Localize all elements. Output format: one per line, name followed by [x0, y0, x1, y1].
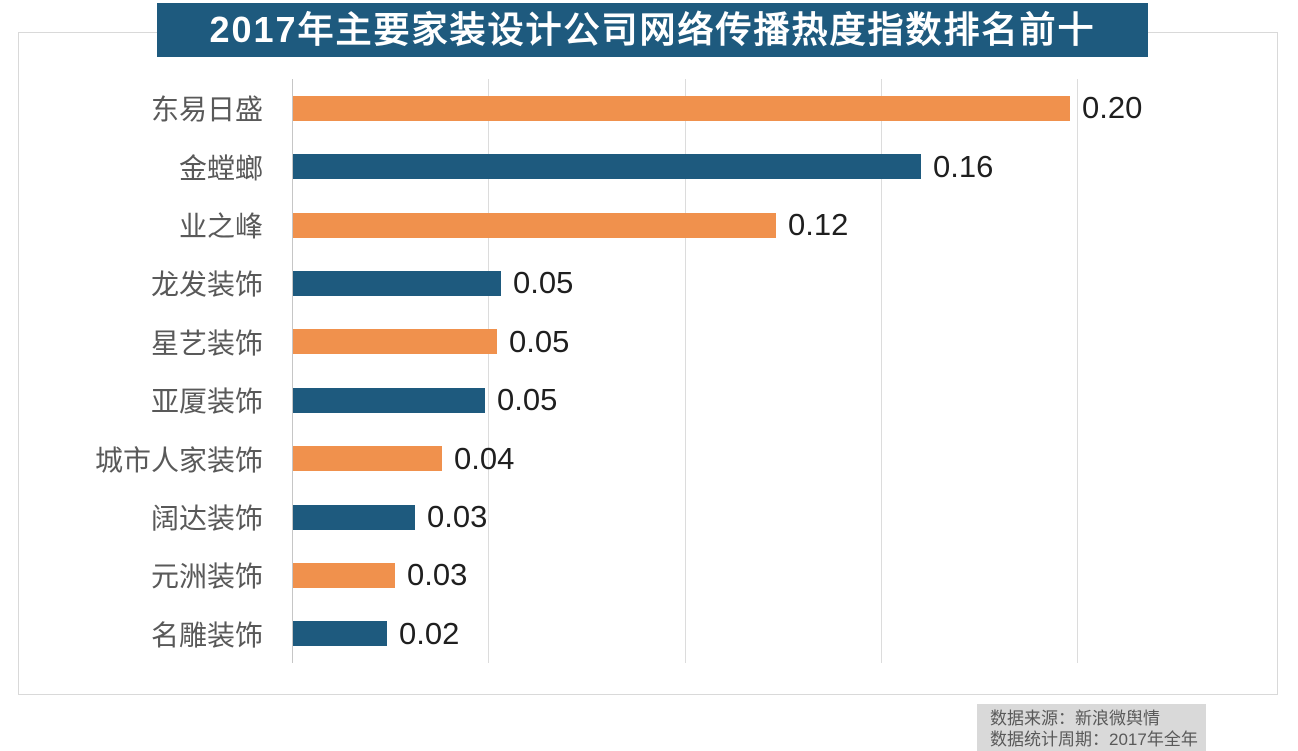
category-label: 元洲装饰 — [150, 561, 263, 593]
chart-row: 业之峰 0.12 — [19, 196, 1277, 254]
chart-row: 东易日盛 0.20 — [19, 79, 1277, 137]
category-label: 东易日盛 — [150, 94, 263, 126]
bar — [293, 446, 442, 472]
bar — [293, 562, 395, 588]
value-label: 0.16 — [933, 148, 994, 184]
category-label: 城市人家装饰 — [94, 444, 263, 476]
value-label: 0.04 — [454, 440, 515, 476]
bar — [293, 154, 921, 180]
value-label: 0.05 — [497, 382, 558, 418]
category-label: 星艺装饰 — [150, 327, 263, 359]
chart-row: 亚厦装饰 0.05 — [19, 371, 1277, 429]
bar — [293, 621, 387, 647]
gridline — [881, 79, 882, 663]
bar — [293, 504, 415, 530]
category-label: 龙发装饰 — [150, 269, 263, 301]
bar — [293, 95, 1070, 121]
chart-row: 阔达装饰 0.03 — [19, 488, 1277, 546]
chart-container: 东易日盛 0.20 金螳螂 0.16 业之峰 0.12 龙发装饰 0.05 星艺装饰 0.05 亚厦… — [18, 32, 1278, 751]
plot-area: 东易日盛 0.20 金螳螂 0.16 业之峰 0.12 龙发装饰 0.05 星艺装饰 0.05 亚厦… — [19, 79, 1277, 663]
y-axis-line — [292, 79, 293, 663]
chart-title: 2017年主要家装设计公司网络传播热度指数排名前十 — [157, 3, 1148, 57]
value-label: 0.05 — [513, 265, 574, 301]
value-label: 0.05 — [509, 323, 570, 359]
bar-rows: 东易日盛 0.20 金螳螂 0.16 业之峰 0.12 龙发装饰 0.05 星艺装饰 0.05 亚厦… — [19, 79, 1277, 663]
chart-row: 金螳螂 0.16 — [19, 137, 1277, 195]
bar — [293, 387, 485, 413]
chart-row: 元洲装饰 0.03 — [19, 546, 1277, 604]
category-label: 业之峰 — [178, 211, 263, 243]
source-note: 数据来源：新浪微舆情 数据统计周期：2017年全年 — [977, 704, 1206, 751]
chart-page: 东易日盛 0.20 金螳螂 0.16 业之峰 0.12 龙发装饰 0.05 星艺装饰 0.05 亚厦… — [18, 3, 1278, 751]
bar — [293, 329, 497, 355]
category-label: 金螳螂 — [178, 152, 263, 184]
gridline — [1077, 79, 1078, 663]
chart-row: 名雕装饰 0.02 — [19, 605, 1277, 663]
gridline — [685, 79, 686, 663]
value-label: 0.20 — [1082, 90, 1143, 126]
bar — [293, 212, 776, 238]
source-note-line2: 数据统计周期：2017年全年 — [990, 730, 1198, 749]
category-label: 阔达装饰 — [150, 503, 263, 535]
category-label: 名雕装饰 — [150, 619, 263, 651]
value-label: 0.03 — [427, 499, 488, 535]
value-label: 0.12 — [788, 207, 849, 243]
value-label: 0.02 — [399, 615, 460, 651]
gridline — [488, 79, 489, 663]
chart-row: 龙发装饰 0.05 — [19, 254, 1277, 312]
source-note-line1: 数据来源：新浪微舆情 — [990, 709, 1160, 728]
value-label: 0.03 — [407, 557, 468, 593]
category-label: 亚厦装饰 — [150, 386, 263, 418]
bar — [293, 270, 501, 296]
chart-row: 星艺装饰 0.05 — [19, 313, 1277, 371]
chart-row: 城市人家装饰 0.04 — [19, 429, 1277, 487]
